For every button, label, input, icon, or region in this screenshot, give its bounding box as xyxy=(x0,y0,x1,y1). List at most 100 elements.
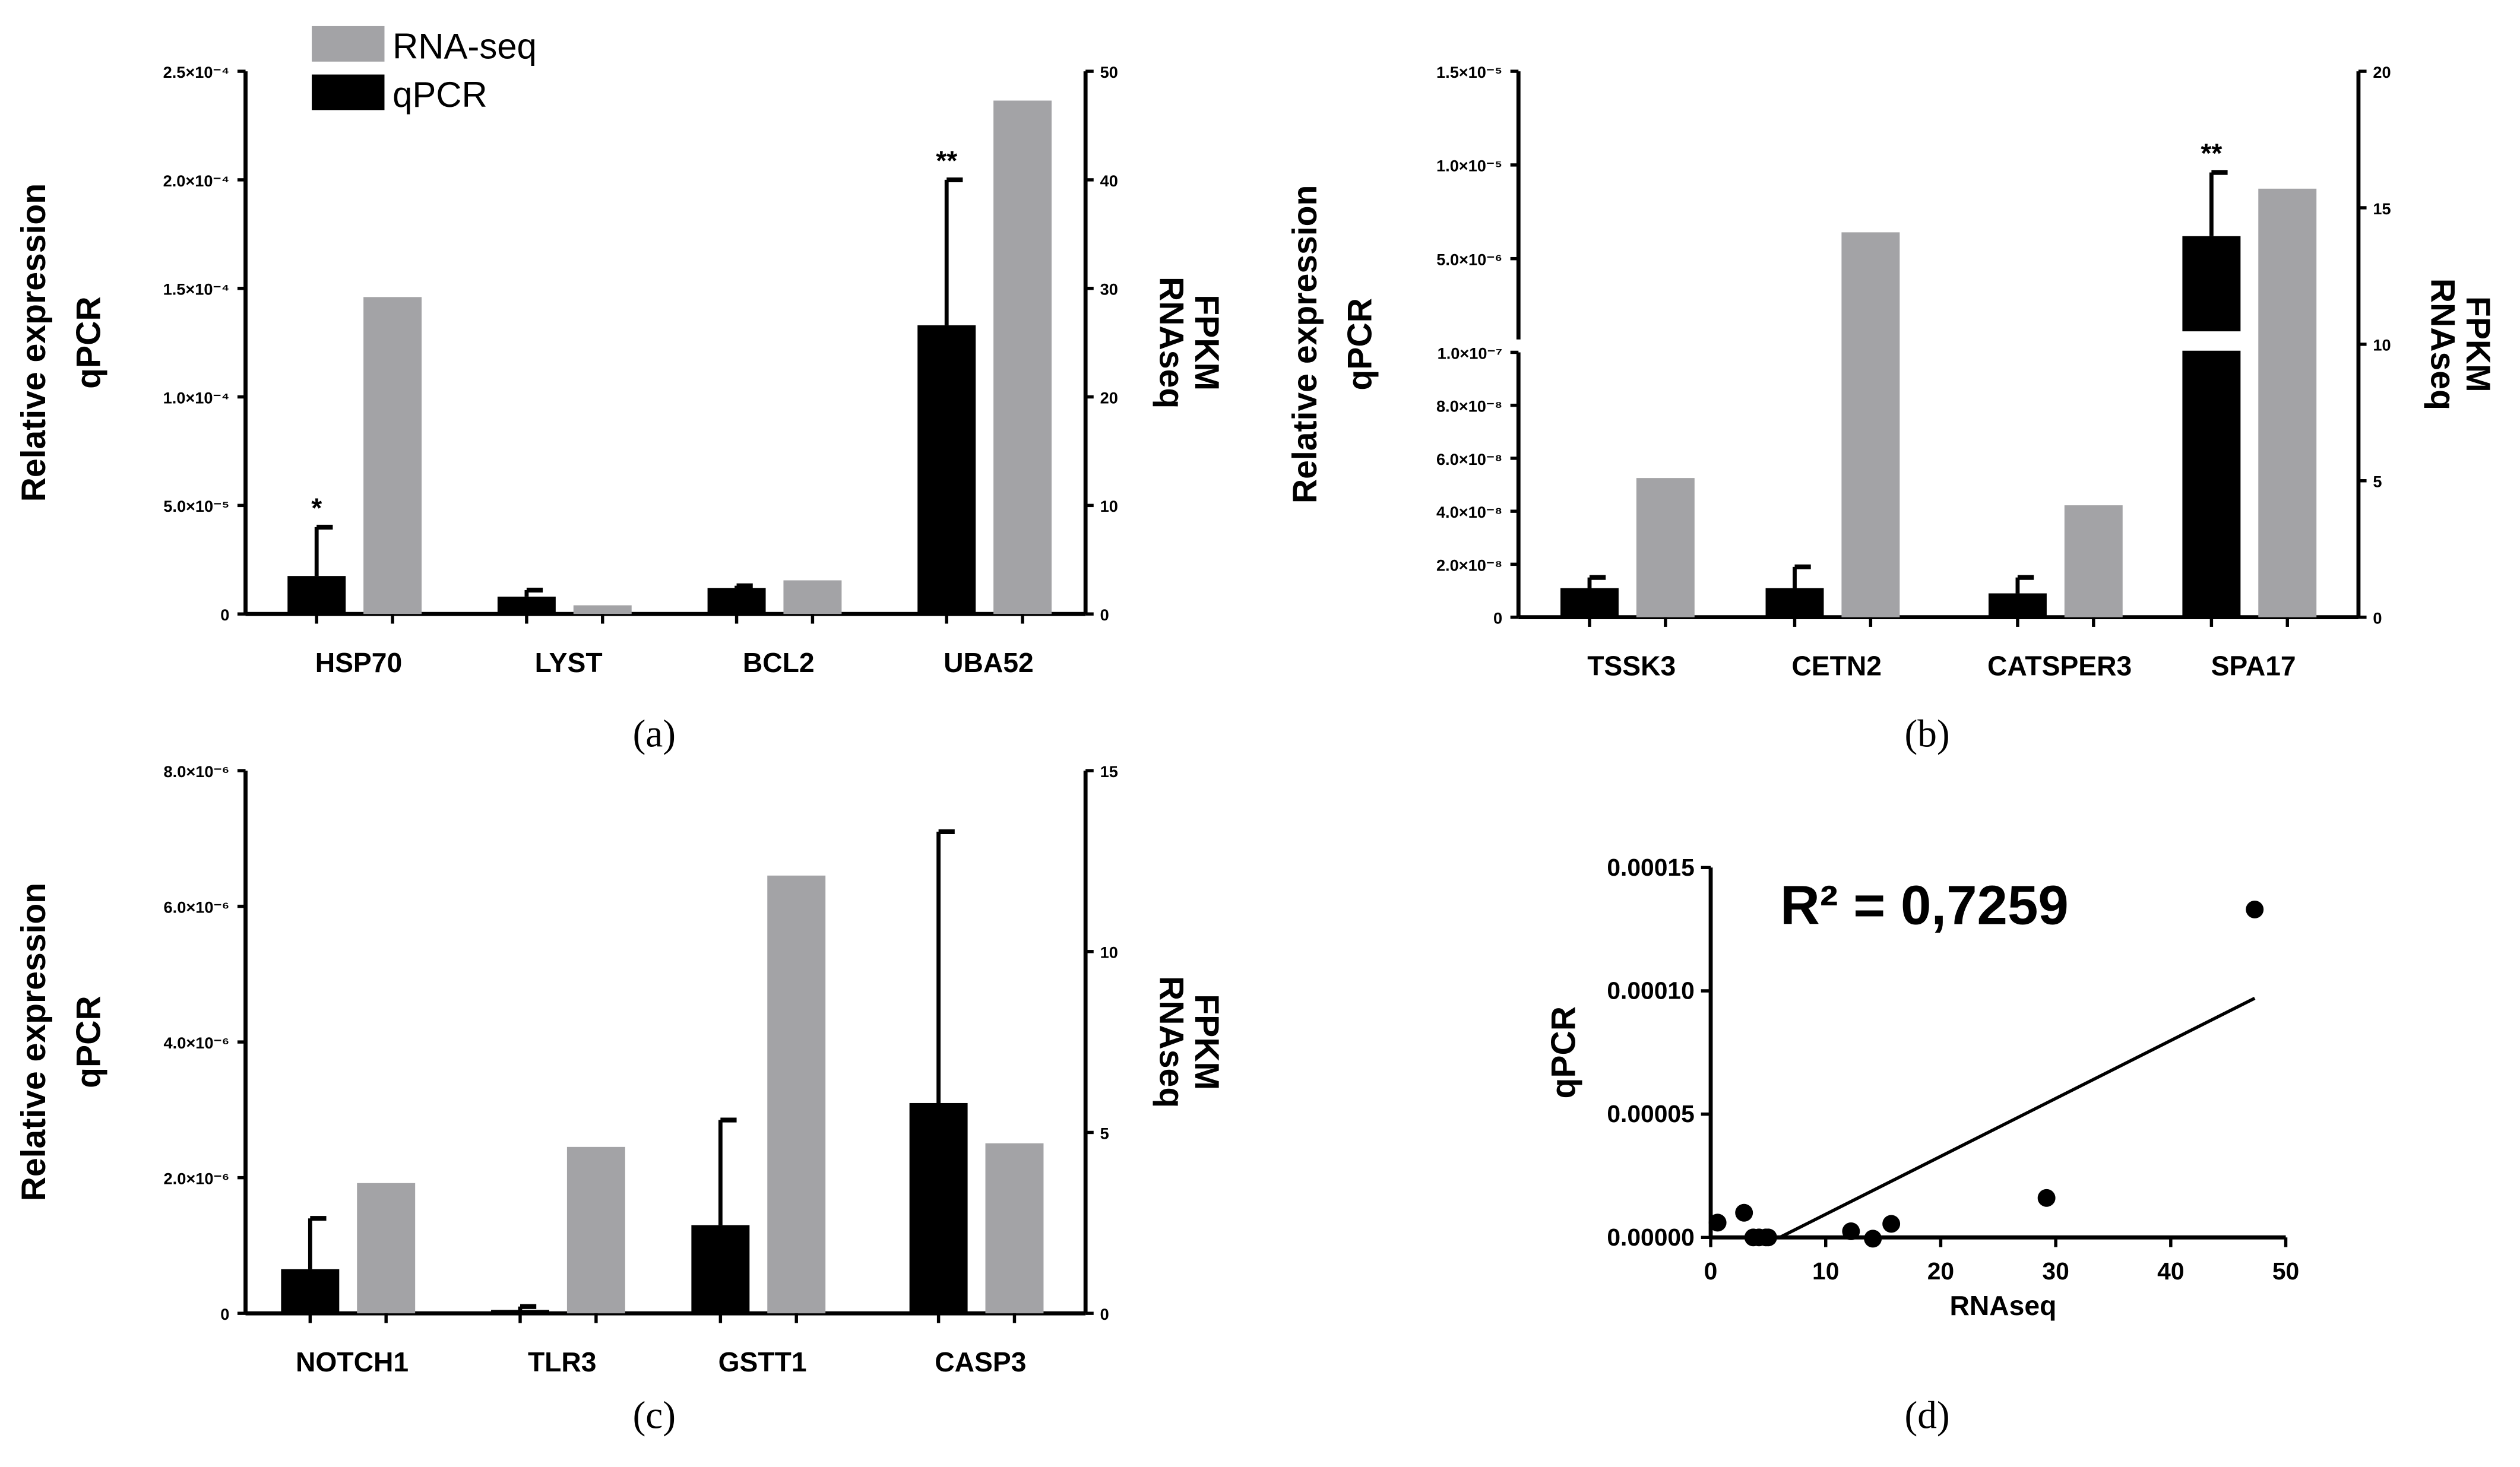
left-tick-label: 0 xyxy=(220,606,229,624)
category-label: CASP3 xyxy=(935,1346,1026,1377)
x-tick-label: 20 xyxy=(1927,1257,1954,1285)
qpcr-bar xyxy=(1560,588,1619,617)
significance-marker: ** xyxy=(936,145,957,176)
left-tick-label: 2.5×10⁻⁴ xyxy=(163,63,230,81)
right-tick-label: 15 xyxy=(1100,762,1118,781)
category-label: NOTCH1 xyxy=(296,1346,409,1377)
rnaseq-bar xyxy=(357,1183,416,1314)
rnaseq-bar xyxy=(783,580,842,614)
panel-label: (c) xyxy=(633,1394,676,1437)
right-tick-label: 50 xyxy=(1100,63,1118,81)
left-axis-title: Relative expression qPCR xyxy=(15,883,107,1202)
qpcr-bar xyxy=(287,576,346,614)
data-point xyxy=(2037,1189,2056,1207)
right-axis-title: FPKMRNAseq xyxy=(2423,278,2497,410)
left-tick-label: 8.0×10⁻⁸ xyxy=(1436,397,1502,416)
qpcr-bar xyxy=(707,588,766,614)
y-tick-label: 0.00000 xyxy=(1607,1224,1694,1251)
right-axis-title-line1: FPKM xyxy=(1188,294,1226,391)
left-tick-label: 1.0×10⁻⁷ xyxy=(1438,344,1502,362)
legend-label-qpcr: qPCR xyxy=(392,75,487,115)
data-point xyxy=(1842,1222,1860,1240)
left-tick-label: 0 xyxy=(220,1305,229,1323)
left-tick-label: 4.0×10⁻⁶ xyxy=(164,1034,230,1052)
data-point xyxy=(1735,1203,1753,1222)
data-point xyxy=(1759,1228,1777,1247)
right-tick-label: 20 xyxy=(2373,63,2391,81)
y-tick-label: 0.00005 xyxy=(1607,1100,1694,1127)
data-point xyxy=(1864,1230,1882,1248)
qpcr-bar xyxy=(917,325,976,614)
r-squared-annotation: R² = 0,7259 xyxy=(1780,875,2069,936)
qpcr-bar xyxy=(2182,236,2241,617)
qpcr-bar xyxy=(691,1225,750,1314)
category-label: HSP70 xyxy=(315,647,403,678)
category-label: TSSK3 xyxy=(1587,651,1676,682)
right-tick-label: 5 xyxy=(2373,473,2382,491)
qpcr-bar xyxy=(1988,593,2047,617)
left-tick-label: 1.5×10⁻⁵ xyxy=(1436,63,1502,81)
left-tick-label: 6.0×10⁻⁶ xyxy=(164,898,230,916)
panel-d: 0 10 20 30 40 50 0.00000 0.00005 0.00010 0.00015 R… xyxy=(1545,854,2300,1437)
left-axis-title-line1: Relative expression xyxy=(1286,185,1324,504)
right-tick-label: 10 xyxy=(1100,943,1118,962)
right-tick-label: 0 xyxy=(2373,609,2382,628)
left-tick-label: 1.5×10⁻⁴ xyxy=(163,280,230,299)
x-tick-label: 50 xyxy=(2272,1257,2299,1285)
panel-a: 0 5.0×10⁻⁵ 1.0×10⁻⁴ 1.5×10⁻⁴ 2.0×10⁻⁴ 2.5×10⁻… xyxy=(15,63,1226,755)
x-tick-label: 40 xyxy=(2157,1257,2184,1285)
left-tick-label: 1.0×10⁻⁴ xyxy=(163,388,230,407)
right-axis-title-line2: RNAseq xyxy=(1152,976,1190,1108)
qpcr-bar xyxy=(497,596,556,614)
left-axis-title: Relative expression qPCR xyxy=(15,183,107,502)
category-label: CETN2 xyxy=(1791,651,1882,682)
y-axis-title: qPCR xyxy=(1545,1006,1583,1099)
right-tick-label: 0 xyxy=(1100,1305,1109,1323)
left-tick-label: 0 xyxy=(1493,609,1502,628)
legend-swatch-rnaseq xyxy=(312,26,385,62)
legend-swatch-qpcr xyxy=(312,74,385,110)
qpcr-bar xyxy=(909,1102,968,1314)
category-label: LYST xyxy=(535,647,603,678)
right-axis-title-line1: FPKM xyxy=(1188,994,1226,1090)
data-point xyxy=(1708,1213,1727,1232)
left-tick-label: 5.0×10⁻⁶ xyxy=(1436,251,1502,269)
regression-line xyxy=(1779,996,2256,1239)
panel-label: (d) xyxy=(1905,1394,1950,1437)
left-axis-title-line2: qPCR xyxy=(70,296,108,389)
rnaseq-bar xyxy=(2258,188,2317,617)
left-axis-title-line2: qPCR xyxy=(70,996,108,1088)
y-tick-label: 0.00010 xyxy=(1607,977,1694,1005)
data-point xyxy=(2246,900,2264,918)
panel-label: (b) xyxy=(1905,712,1950,755)
qpcr-bar xyxy=(281,1269,340,1314)
rnaseq-bar xyxy=(363,297,422,614)
significance-marker: ** xyxy=(2201,138,2222,169)
y-tick-label: 0.00015 xyxy=(1607,854,1694,881)
category-label: TLR3 xyxy=(528,1346,597,1377)
rnaseq-bar xyxy=(573,605,632,614)
left-tick-label: 2.0×10⁻⁸ xyxy=(1436,556,1502,574)
right-axis-title-line2: RNAseq xyxy=(1152,277,1190,408)
right-tick-label: 40 xyxy=(1100,172,1118,190)
left-axis-title-line1: Relative expression xyxy=(15,883,53,1202)
rnaseq-bar xyxy=(993,100,1052,614)
left-axis-title-line2: qPCR xyxy=(1341,298,1379,391)
legend-label-rnaseq: RNA-seq xyxy=(392,26,537,66)
data-point xyxy=(1882,1215,1901,1233)
right-tick-label: 30 xyxy=(1100,280,1118,299)
category-label: UBA52 xyxy=(944,647,1034,678)
right-axis-title-line1: FPKM xyxy=(2459,296,2497,392)
panel-label: (a) xyxy=(633,712,676,755)
axis-break-gap xyxy=(2180,331,2243,351)
right-tick-label: 0 xyxy=(1100,606,1109,624)
left-tick-label: 4.0×10⁻⁸ xyxy=(1436,503,1502,521)
right-axis-title: FPKMRNAseq xyxy=(1152,277,1226,408)
right-tick-label: 15 xyxy=(2373,199,2391,218)
left-axis-title-line1: Relative expression xyxy=(15,183,53,502)
x-tick-label: 30 xyxy=(2042,1257,2069,1285)
x-tick-label: 10 xyxy=(1812,1257,1839,1285)
legend: RNA-seq qPCR xyxy=(312,26,537,115)
left-tick-label: 5.0×10⁻⁵ xyxy=(163,497,229,515)
